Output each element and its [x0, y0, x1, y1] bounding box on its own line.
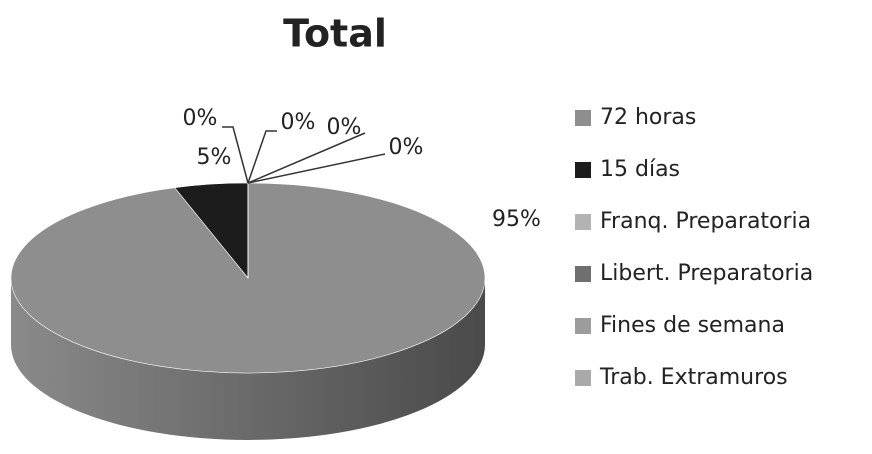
- leader-line: [247, 130, 277, 184]
- leader-line: [247, 132, 366, 184]
- leader-line: [247, 153, 386, 184]
- legend-label: Franq. Preparatoria: [600, 209, 811, 234]
- legend-label: 72 horas: [600, 105, 696, 130]
- data-label: 95%: [492, 207, 541, 232]
- data-label: 5%: [197, 145, 232, 170]
- data-label: 0%: [327, 115, 362, 140]
- chart-title: Total: [283, 12, 387, 56]
- legend-swatch: [575, 162, 591, 178]
- leader-line: [222, 126, 249, 184]
- legend-label: Fines de semana: [600, 313, 785, 338]
- legend-swatch: [575, 110, 591, 126]
- legend-label: Trab. Extramuros: [599, 365, 788, 390]
- legend-label: 15 días: [600, 157, 680, 182]
- data-label: 0%: [389, 135, 424, 160]
- legend-swatch: [575, 370, 591, 386]
- data-label: 0%: [183, 106, 218, 131]
- legend-swatch: [575, 318, 591, 334]
- data-label: 0%: [281, 110, 316, 135]
- legend-label: Libert. Preparatoria: [600, 261, 813, 286]
- legend-swatch: [575, 266, 591, 282]
- pie-side: [11, 278, 485, 440]
- legend-swatch: [575, 214, 591, 230]
